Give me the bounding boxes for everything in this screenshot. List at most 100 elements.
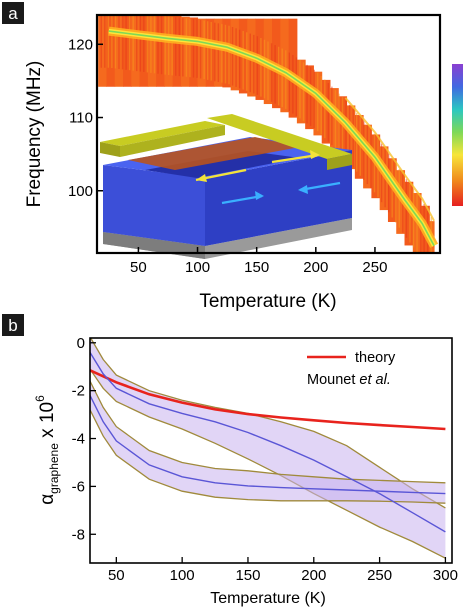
heatmap-texture — [263, 39, 266, 99]
heatmap-texture — [107, 15, 110, 68]
heatmap-texture — [309, 67, 312, 126]
alpha-subscript: graphene — [47, 443, 61, 494]
panel-a-letter: a — [8, 4, 18, 23]
heatmap-texture — [306, 64, 308, 124]
panel-a-badge — [2, 2, 24, 24]
heatmap-block — [222, 18, 232, 88]
heatmap-texture — [231, 27, 234, 86]
heatmap-block — [106, 15, 116, 87]
alpha-exponent: 6 — [33, 395, 47, 402]
tension-arrowhead-right — [310, 150, 320, 159]
heatmap-block — [98, 15, 107, 87]
heatmap-texture — [125, 15, 127, 70]
heatmap-block — [280, 18, 290, 113]
heatmap-texture — [185, 18, 188, 77]
heatmap-texture — [196, 19, 198, 78]
heatmap-texture — [320, 76, 322, 135]
y-tick-label-a: 100 — [68, 183, 93, 200]
heatmap-texture — [267, 41, 269, 101]
heatmap-texture — [341, 97, 344, 156]
heatmap-block — [330, 88, 339, 152]
heatmap-texture — [253, 34, 255, 94]
uncertainty-band-1 — [90, 338, 446, 559]
uncertainty-band-2 — [90, 381, 446, 504]
heatmap-texture — [100, 15, 102, 68]
heatmap-texture — [146, 15, 149, 73]
heatmap-texture — [143, 15, 145, 72]
heatmap-block — [131, 15, 141, 87]
plot-b-frame — [89, 337, 453, 564]
heatmap-texture — [157, 15, 159, 74]
heatmap-texture — [132, 15, 134, 71]
heatmap-texture — [281, 48, 283, 108]
heatmap-texture — [199, 19, 202, 79]
heatmap-texture — [256, 36, 259, 95]
axes-a: 50 100 150 200 250 100 110 120 — [68, 36, 387, 276]
heatmap-texture — [189, 18, 191, 78]
device-schematic-inset — [100, 114, 352, 259]
alpha-symbol: α — [37, 494, 58, 505]
heatmap-block — [147, 15, 157, 87]
heatmap-texture — [302, 62, 305, 121]
heatmap-texture — [203, 20, 205, 80]
heatmap-texture — [118, 15, 120, 69]
electrode-right-top — [207, 114, 352, 159]
heatmap-texture — [128, 15, 131, 71]
heatmap-texture — [316, 72, 319, 132]
x-axis-label-a: Temperature (K) — [199, 291, 336, 312]
legend-ref-etal: et al. — [359, 372, 390, 388]
heatmap-block — [371, 134, 381, 199]
y-tick-label-b: -6 — [72, 478, 85, 495]
heatmap-block — [396, 170, 406, 234]
heatmap-block — [296, 59, 306, 124]
x-tick-label-b: 300 — [433, 567, 458, 584]
electrode-left-front — [100, 142, 120, 157]
x-tick-label-a: 250 — [362, 259, 387, 276]
tension-arrow-right — [271, 153, 319, 164]
heatmap-texture — [160, 15, 163, 75]
heatmap-texture — [171, 16, 173, 76]
legend-reference: Mounet et al. — [307, 372, 391, 388]
plot-b-area — [90, 338, 446, 559]
y-tick-label-a: 110 — [69, 110, 93, 127]
x-tick-label-a: 200 — [303, 259, 328, 276]
heatmap-block — [156, 15, 165, 87]
plot-a-frame — [95, 13, 442, 255]
substrate-arrow-left — [221, 194, 263, 205]
heatmap-texture — [206, 21, 209, 80]
legend-theory-label: theory — [355, 350, 396, 366]
heatmap-texture — [334, 90, 337, 149]
theory-line — [90, 369, 446, 431]
y-axis-label-a: Frequency (MHz) — [24, 61, 45, 208]
heatmap-texture — [210, 21, 212, 81]
measured-line-2 — [90, 395, 446, 495]
heatmap-block — [379, 146, 389, 211]
heatmap-texture — [295, 57, 298, 117]
y-tick-label-b: -8 — [72, 526, 85, 543]
heatmap-texture — [313, 69, 315, 129]
heatmap-texture — [292, 54, 294, 114]
heatmap-block — [180, 16, 190, 87]
heatmap-texture — [288, 52, 291, 112]
heatmap-texture — [246, 32, 248, 91]
panel-a: a 50 100 150 200 250 100 110 120 Temperature (K… — [2, 2, 463, 312]
secondary-mode-line — [344, 97, 435, 222]
heatmap-texture — [228, 25, 230, 85]
heatmap-texture — [178, 17, 181, 77]
panel-b-badge — [2, 314, 24, 336]
substrate-arrowhead-left — [255, 191, 264, 200]
x-tick-label-b: 150 — [235, 567, 260, 584]
heatmap-texture — [167, 16, 170, 76]
tension-arrowhead-left — [196, 174, 207, 182]
trench — [145, 151, 300, 178]
heatmap-block — [354, 115, 364, 179]
substrate-arrowhead-right — [298, 185, 308, 194]
heatmap-texture — [331, 86, 333, 146]
x-tick-label-a: 50 — [130, 259, 147, 276]
heatmap-texture — [260, 37, 262, 97]
heatmap-block — [321, 79, 331, 144]
heatmap-block — [172, 15, 182, 87]
heatmap-texture — [164, 16, 166, 75]
axes-b: 50 100 150 200 250 300 0 -2 -4 -6 -8 — [72, 335, 458, 584]
